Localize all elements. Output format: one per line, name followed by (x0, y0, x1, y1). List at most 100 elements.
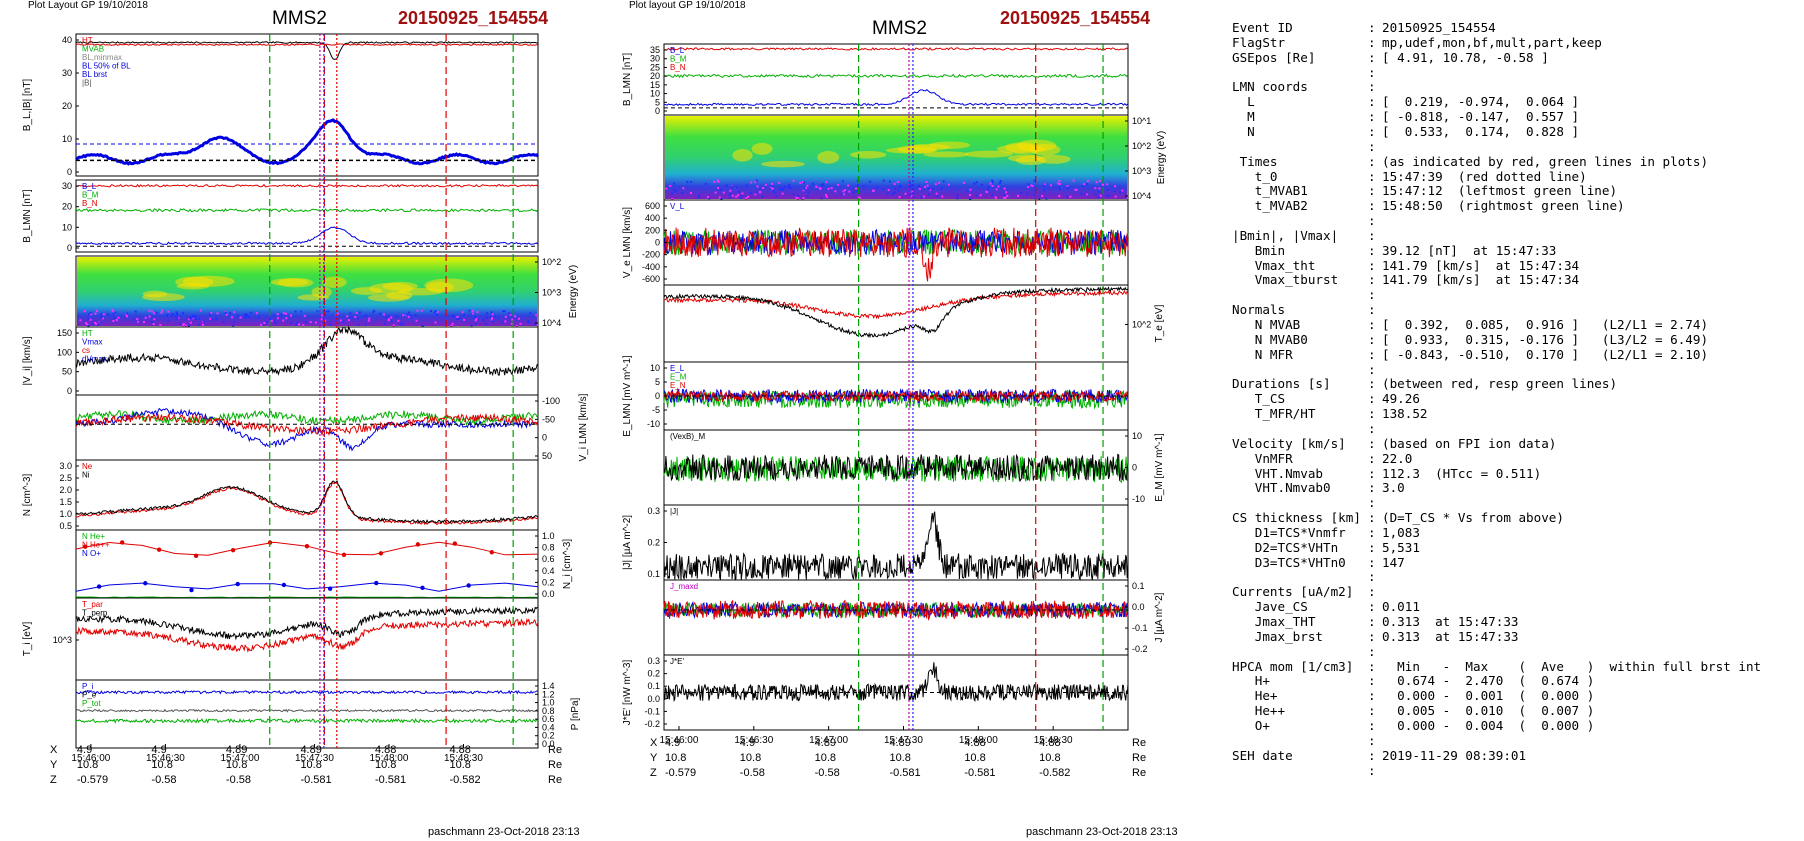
spectrogram-speck (716, 179, 719, 182)
spectrogram-speck (847, 184, 850, 187)
series-point (281, 582, 287, 588)
spectrogram-speck (508, 312, 511, 315)
spectrogram-speck (199, 309, 202, 312)
legend-entry: B_N (670, 63, 686, 72)
spectrogram-speck (1082, 183, 1085, 186)
spectrogram-speck (274, 322, 277, 325)
spectrogram-speck (262, 323, 265, 326)
series-line (663, 227, 1129, 282)
spectrogram-speck (502, 310, 505, 313)
time-tick-label: 15:47:30 (884, 735, 923, 746)
axis-label: E_M [mV m^-1] (1154, 433, 1165, 502)
series-line (663, 600, 1129, 619)
spectrogram-speck (717, 180, 720, 183)
spectrogram-speck (869, 180, 872, 183)
spectrogram-speck (276, 313, 279, 316)
spectrogram-speck (773, 191, 776, 194)
spectrogram-speck (872, 189, 875, 192)
spectrogram-speck (229, 312, 232, 315)
info-value: 1,083 (1382, 524, 1420, 540)
spectrogram-speck (182, 324, 185, 327)
spectrogram-speck (420, 309, 423, 312)
spectrogram-speck (280, 313, 283, 316)
spectrogram-speck (152, 323, 155, 326)
info-key: Jmax_brst (1232, 628, 1323, 644)
spectrogram-speck (888, 180, 891, 183)
panel-frame (75, 679, 539, 749)
spectrogram-speck (844, 189, 847, 192)
spectrogram-speck (347, 319, 350, 322)
spectrogram-blob (850, 150, 887, 159)
spectrogram-speck (496, 317, 499, 320)
spectrogram-speck (1113, 190, 1116, 193)
tick-label: 20 (650, 71, 660, 81)
spectrogram-speck (184, 324, 187, 327)
spectrogram-speck (841, 180, 844, 183)
spectrogram-speck (95, 323, 98, 326)
spectrogram-speck (936, 195, 939, 198)
series-point (120, 540, 125, 545)
legend-entry: P_tot (82, 699, 101, 708)
position-value: 4.88 (964, 737, 986, 749)
spectrogram-speck (842, 190, 845, 193)
position-value: -0.581 (374, 774, 407, 786)
spectrogram-speck (740, 195, 743, 198)
spectrogram-speck (113, 316, 116, 319)
spectrogram-speck (1058, 179, 1061, 182)
spectrogram-speck (514, 315, 517, 318)
spectrogram-speck (956, 197, 959, 200)
tick-label: 10^3 (1132, 166, 1151, 176)
spectrogram-speck (264, 322, 267, 325)
spectrogram-speck (708, 197, 711, 200)
spectrogram-speck (1099, 194, 1102, 197)
spectrogram-speck (504, 320, 507, 323)
spectrogram-speck (416, 309, 419, 312)
spectrogram-speck (824, 194, 827, 197)
spectrogram-speck (533, 323, 536, 326)
info-value: 2019-11-29 08:39:01 (1382, 747, 1527, 763)
spectrogram-speck (96, 323, 99, 326)
spectrogram-speck (273, 320, 276, 323)
spectrogram-speck (387, 319, 390, 322)
spectrogram-speck (434, 309, 437, 312)
info-key: D2=TCS*VHTn (1232, 539, 1339, 555)
tick-label: 10^4 (1132, 191, 1151, 201)
spectrogram-speck (729, 193, 732, 196)
spectrogram-speck (354, 316, 357, 319)
series-line (75, 412, 539, 437)
spectrogram-speck (167, 310, 170, 313)
spectrogram-speck (920, 196, 923, 199)
series-line (75, 118, 540, 166)
spectrogram-speck (995, 188, 998, 191)
axis-label: P [nPa] (570, 697, 581, 730)
axis-label: B_LMN [nT] (622, 53, 633, 107)
spectrogram-speck (436, 313, 439, 316)
position-value: -0.58 (225, 774, 251, 786)
panel-frame (75, 326, 539, 396)
tick-label: 30 (650, 54, 660, 64)
spectrogram-speck (290, 314, 293, 317)
spectrogram-speck (969, 188, 972, 191)
info-colon: : (1368, 732, 1376, 748)
spectrogram-speck (882, 179, 885, 182)
spectrogram-speck (527, 321, 530, 324)
legend-entry: V_L (670, 202, 685, 211)
spectrogram-speck (429, 310, 432, 313)
spectrogram-speck (255, 312, 258, 315)
spectrogram-speck (474, 315, 477, 318)
tick-label: 0.2 (542, 577, 555, 587)
left-event-label: 20150925_154554 (398, 8, 549, 28)
position-value: 4.9 (151, 744, 167, 756)
position-unit: Re (548, 744, 563, 756)
info-key: T_MFR/HT (1232, 406, 1316, 422)
spectrogram-speck (962, 181, 965, 184)
spectrogram-speck (327, 310, 330, 313)
spectrogram-speck (309, 321, 312, 324)
spectrogram-speck (834, 190, 837, 193)
tick-label: 10 (650, 89, 660, 99)
spectrogram-speck (79, 319, 82, 322)
spectrogram-speck (858, 197, 861, 200)
spectrogram-speck (178, 322, 181, 325)
position-value: -0.581 (964, 767, 996, 779)
